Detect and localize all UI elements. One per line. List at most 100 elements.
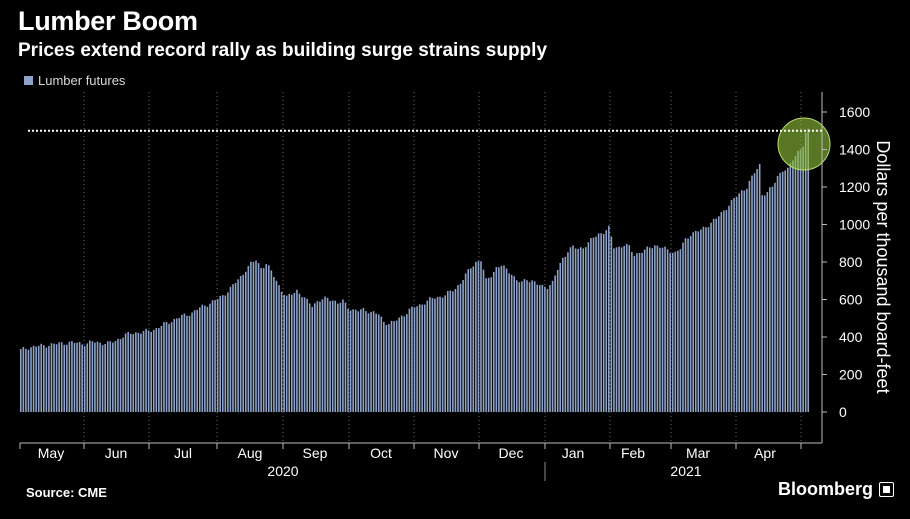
x-tick-label: Dec	[499, 445, 524, 461]
bar	[265, 264, 268, 412]
bar	[216, 299, 219, 412]
bar	[411, 306, 413, 412]
bar	[255, 260, 257, 412]
bar	[227, 292, 229, 412]
bar	[186, 315, 188, 412]
bar	[508, 273, 510, 412]
bar	[275, 280, 278, 412]
bar	[587, 242, 590, 412]
bar	[311, 306, 314, 412]
bar	[206, 306, 209, 412]
bar	[280, 291, 283, 412]
bar	[523, 279, 526, 412]
bar	[799, 149, 802, 412]
bar	[285, 295, 288, 412]
x-tick-label: May	[38, 445, 64, 461]
bar	[183, 313, 186, 412]
bar	[219, 295, 222, 412]
bar	[247, 265, 250, 412]
bar	[122, 337, 124, 412]
bar	[145, 328, 147, 412]
bar	[124, 333, 127, 412]
bar	[631, 251, 633, 412]
bar	[429, 297, 431, 412]
bar	[784, 170, 787, 412]
bar	[400, 315, 403, 412]
bar	[694, 230, 697, 412]
bar	[40, 343, 43, 412]
bar	[331, 300, 334, 412]
bar	[43, 345, 45, 412]
bar	[25, 348, 27, 412]
source-note: Source: CME	[26, 485, 107, 500]
bar	[766, 192, 769, 412]
bar	[462, 280, 464, 412]
bar	[155, 327, 158, 412]
bar	[119, 339, 122, 412]
brand-name: Bloomberg	[777, 479, 873, 499]
bar	[585, 247, 587, 412]
bar	[656, 245, 659, 412]
x-tick-label: Jan	[562, 445, 585, 461]
bar	[73, 342, 76, 412]
bar	[257, 263, 260, 412]
bar	[807, 128, 810, 412]
bar	[390, 320, 393, 412]
bar	[595, 236, 597, 412]
bar	[549, 285, 551, 412]
bar	[306, 298, 308, 412]
bar	[416, 306, 418, 412]
bar	[743, 190, 746, 412]
bar	[83, 346, 86, 412]
bar	[319, 301, 321, 412]
bar	[308, 303, 311, 412]
bar	[112, 342, 114, 412]
bar	[342, 299, 344, 412]
bar	[45, 347, 48, 412]
bar	[260, 268, 262, 412]
bar	[608, 225, 610, 412]
x-tick-label: Oct	[370, 445, 392, 461]
bar	[89, 340, 91, 412]
bar	[388, 324, 390, 412]
bar	[367, 313, 370, 412]
bar	[403, 316, 406, 412]
bar	[76, 342, 78, 412]
bar	[58, 342, 60, 412]
bar	[321, 299, 324, 412]
x-axis: May Jun Jul Aug Sep Oct Nov Dec Jan Feb Mar Apr 2020…	[19, 442, 822, 481]
bar	[193, 310, 196, 412]
bar	[204, 305, 206, 412]
bar	[498, 267, 500, 412]
bar	[500, 265, 503, 412]
bar	[101, 345, 104, 412]
bar	[288, 293, 291, 412]
bar	[372, 311, 375, 412]
bar	[779, 172, 781, 412]
bar	[628, 245, 631, 412]
bar	[544, 286, 546, 412]
bar	[794, 156, 797, 412]
bar	[513, 276, 516, 412]
bar	[684, 238, 687, 412]
bar	[152, 329, 155, 412]
bar	[267, 265, 270, 412]
bar	[786, 167, 789, 412]
y-axis: 0 200 400 600 800 1000 1200 1400 1600 Dollars per…	[821, 92, 893, 443]
bar	[776, 175, 779, 412]
bar	[352, 309, 354, 412]
y-tick-label: 1000	[839, 217, 870, 233]
bar	[283, 294, 285, 412]
bar	[175, 318, 178, 412]
bar	[454, 288, 457, 412]
bar	[239, 275, 242, 412]
bar	[792, 160, 794, 412]
bar	[349, 310, 352, 412]
bar	[35, 346, 37, 412]
bar	[510, 274, 513, 412]
bar	[569, 247, 572, 412]
bar	[753, 173, 756, 412]
bar	[221, 295, 224, 412]
bar	[314, 303, 316, 412]
bar	[71, 341, 73, 412]
